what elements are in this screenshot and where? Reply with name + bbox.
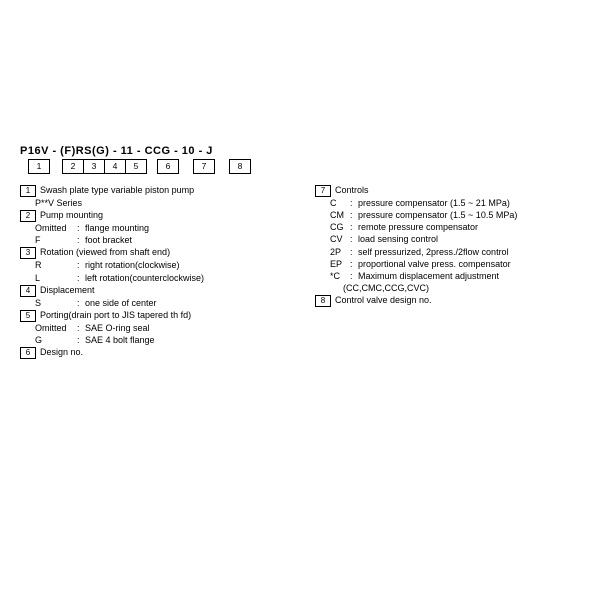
item-7-row-7: *C : Maximum displacement adjustment (315, 270, 590, 282)
item-8: 8 Control valve design no. (315, 294, 590, 307)
item-title-3: Rotation (viewed from shaft end) (40, 246, 295, 258)
desc: foot bracket (85, 234, 295, 246)
desc: left rotation(counterclockwise) (85, 272, 295, 284)
item-num-3: 3 (20, 247, 36, 259)
item-6: 6 Design no. (20, 346, 295, 359)
desc: pressure compensator (1.5 ~ 21 MPa) (358, 197, 590, 209)
desc: self pressurized, 2press./2flow control (358, 246, 590, 258)
desc: flange mounting (85, 222, 295, 234)
columns-container: 1 Swash plate type variable piston pump … (20, 184, 590, 359)
item-num-4: 4 (20, 285, 36, 297)
colon: : (350, 197, 358, 209)
colon: : (77, 272, 85, 284)
item-7-row-1: C : pressure compensator (1.5 ~ 21 MPa) (315, 197, 590, 209)
item-num-7: 7 (315, 185, 331, 197)
pos-box-3: 3 (83, 159, 105, 174)
code: G (35, 334, 77, 346)
item-7-row-7-sub: (CC,CMC,CCG,CVC) (315, 282, 590, 294)
item-title-8: Control valve design no. (335, 294, 590, 306)
item-5-row-1: Omitted : SAE O-ring seal (20, 322, 295, 334)
right-column: 7 Controls C : pressure compensator (1.5… (315, 184, 590, 359)
desc: right rotation(clockwise) (85, 259, 295, 271)
item-2-row-1: Omitted : flange mounting (20, 222, 295, 234)
item-title-4: Displacement (40, 284, 295, 296)
code: EP (330, 258, 350, 270)
item-7-row-5: 2P : self pressurized, 2press./2flow con… (315, 246, 590, 258)
pos-box-4: 4 (104, 159, 126, 174)
colon: : (77, 322, 85, 334)
item-title-6: Design no. (40, 346, 295, 358)
item-num-8: 8 (315, 295, 331, 307)
model-code-header: P16V - (F)RS(G) - 11 - CCG - 10 - J (20, 145, 590, 157)
item-3-row-1: R : right rotation(clockwise) (20, 259, 295, 271)
code: F (35, 234, 77, 246)
colon: : (350, 209, 358, 221)
item-num-6: 6 (20, 347, 36, 359)
code: CM (330, 209, 350, 221)
desc: SAE O-ring seal (85, 322, 295, 334)
pos-box-1: 1 (28, 159, 50, 174)
colon: : (350, 258, 358, 270)
desc: remote pressure compensator (358, 221, 590, 233)
item-2: 2 Pump mounting (20, 209, 295, 222)
pos-box-6: 6 (157, 159, 179, 174)
item-num-5: 5 (20, 310, 36, 322)
item-1: 1 Swash plate type variable piston pump (20, 184, 295, 197)
desc: proportional valve press. compensator (358, 258, 590, 270)
code: C (330, 197, 350, 209)
item-3-row-2: L : left rotation(counterclockwise) (20, 272, 295, 284)
item-title-5: Porting(drain port to JIS tapered th fd) (40, 309, 295, 321)
desc: Maximum displacement adjustment (358, 270, 590, 282)
colon: : (77, 234, 85, 246)
position-boxes-row: 1 2 3 4 5 6 7 8 (20, 159, 590, 174)
item-5: 5 Porting(drain port to JIS tapered th f… (20, 309, 295, 322)
code: 2P (330, 246, 350, 258)
colon: : (77, 259, 85, 271)
desc: pressure compensator (1.5 ~ 10.5 MPa) (358, 209, 590, 221)
item-3: 3 Rotation (viewed from shaft end) (20, 246, 295, 259)
item-num-2: 2 (20, 210, 36, 222)
item-7: 7 Controls (315, 184, 590, 197)
code: L (35, 272, 77, 284)
item-4-row-1: S : one side of center (20, 297, 295, 309)
item-7-row-4: CV : load sensing control (315, 233, 590, 245)
item-title-2: Pump mounting (40, 209, 295, 221)
item-2-row-2: F : foot bracket (20, 234, 295, 246)
pos-box-7: 7 (193, 159, 215, 174)
desc: one side of center (85, 297, 295, 309)
colon: : (77, 222, 85, 234)
desc: SAE 4 bolt flange (85, 334, 295, 346)
colon: : (350, 221, 358, 233)
colon: : (350, 246, 358, 258)
left-column: 1 Swash plate type variable piston pump … (20, 184, 295, 359)
item-num-1: 1 (20, 185, 36, 197)
pos-box-8: 8 (229, 159, 251, 174)
colon: : (350, 233, 358, 245)
item-4: 4 Displacement (20, 284, 295, 297)
item-title-1: Swash plate type variable piston pump (40, 184, 295, 196)
code: R (35, 259, 77, 271)
item-7-row-3: CG : remote pressure compensator (315, 221, 590, 233)
colon: : (77, 297, 85, 309)
code: S (35, 297, 77, 309)
code: *C (330, 270, 350, 282)
code: Omitted (35, 322, 77, 334)
code: CV (330, 233, 350, 245)
colon: : (350, 270, 358, 282)
item-5-row-2: G : SAE 4 bolt flange (20, 334, 295, 346)
pos-box-2: 2 (62, 159, 84, 174)
item-1-sub: P**V Series (20, 197, 295, 209)
item-7-row-6: EP : proportional valve press. compensat… (315, 258, 590, 270)
code: Omitted (35, 222, 77, 234)
colon: : (77, 334, 85, 346)
item-title-7: Controls (335, 184, 590, 196)
item-7-row-2: CM : pressure compensator (1.5 ~ 10.5 MP… (315, 209, 590, 221)
pos-box-5: 5 (125, 159, 147, 174)
content-area: P16V - (F)RS(G) - 11 - CCG - 10 - J 1 2 … (20, 145, 590, 359)
desc: load sensing control (358, 233, 590, 245)
code: CG (330, 221, 350, 233)
